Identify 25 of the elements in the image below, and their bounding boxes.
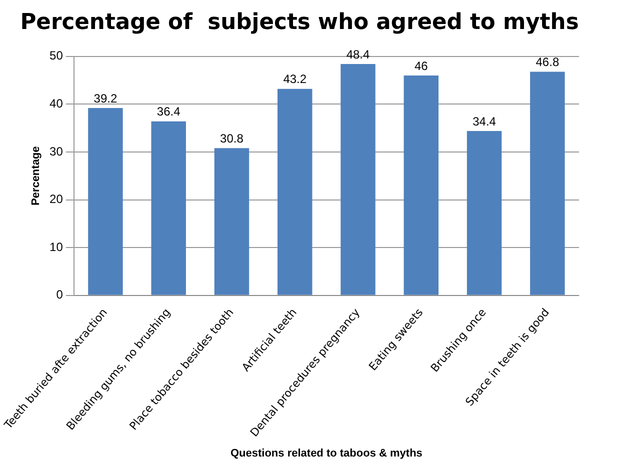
data-label: 48.4 (346, 47, 370, 62)
x-axis-title: Questions related to taboos & myths (230, 447, 422, 460)
y-tick-label: 10 (50, 240, 64, 254)
data-label: 36.4 (156, 104, 181, 119)
y-tick-label: 30 (50, 144, 64, 158)
y-tick-label: 40 (50, 96, 64, 111)
bar (340, 64, 376, 295)
bar (530, 72, 565, 295)
data-label: 39.2 (94, 91, 118, 106)
data-label: 46 (414, 58, 428, 73)
bar (466, 130, 502, 295)
y-tick-label: 50 (50, 48, 64, 63)
bar (214, 148, 250, 295)
bar (88, 108, 123, 295)
data-label: 34.4 (472, 114, 496, 128)
bar (151, 121, 186, 295)
bar (278, 88, 312, 295)
bar (404, 76, 439, 295)
data-label: 46.8 (536, 55, 560, 70)
y-axis-title: Percentage (30, 146, 42, 206)
data-label: 43.2 (283, 72, 307, 86)
y-tick-label: 0 (56, 288, 64, 302)
data-label: 30.8 (220, 131, 244, 146)
chart-title: Percentage of subjects who agreed to myths (20, 10, 579, 35)
y-tick-label: 20 (50, 192, 64, 206)
